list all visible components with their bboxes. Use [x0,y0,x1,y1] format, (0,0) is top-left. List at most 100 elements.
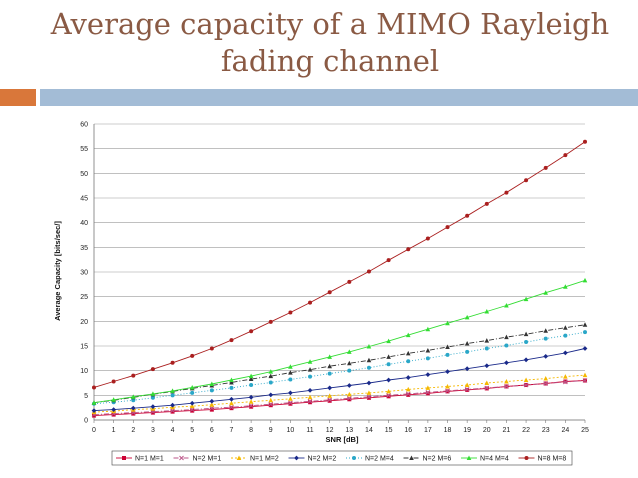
data-point [543,381,549,386]
y-tick-label: 55 [80,146,88,153]
data-point [543,328,549,333]
x-tick-label: 19 [463,427,471,434]
data-point [386,362,391,367]
data-point [582,378,588,383]
data-point [484,201,489,206]
data-point [464,366,470,372]
series-line [93,324,586,404]
data-point [288,400,293,406]
data-point [484,385,490,391]
data-point [229,396,234,402]
data-point [366,394,372,400]
data-point [268,403,273,408]
data-point [523,357,529,363]
y-axis-label: Average Capacity [bits/sec/] [53,221,62,321]
legend-marker [352,456,356,460]
slide-title-line-1: Average capacity of a MIMO Rayleigh [50,7,610,41]
data-point [386,338,391,344]
data-point [562,350,568,356]
data-point [248,403,254,409]
data-point [131,373,136,378]
grid-lines [94,123,585,421]
data-point [465,349,470,354]
data-point [130,405,136,411]
data-point [190,408,195,413]
x-tick-label: 25 [581,427,589,434]
x-tick-label: 11 [306,427,313,434]
legend-label: N=4 M=4 [480,456,509,463]
data-point [111,397,116,402]
data-point [288,370,293,375]
data-point [583,139,587,144]
y-tick-label: 25 [80,294,88,301]
data-point [366,395,371,400]
data-point [386,377,391,383]
x-tick-label: 17 [424,427,432,434]
data-point [190,390,195,395]
data-point [268,397,274,403]
data-point [366,380,372,386]
data-point [484,346,489,351]
x-tick-label: 22 [522,427,530,434]
data-point [209,402,215,407]
data-point [346,383,352,388]
data-point [425,391,430,396]
data-point [189,407,195,412]
data-point [288,364,293,369]
data-point [92,413,96,418]
data-point [405,391,411,397]
legend-label: N=1 M=1 [135,456,164,463]
data-point [189,403,195,409]
y-tick-label: 50 [80,171,88,178]
series-8 [92,139,587,390]
data-point [425,326,431,332]
legend-marker [236,455,242,460]
x-axis-label: SNR [dB] [326,435,359,444]
data-point [190,353,195,358]
data-point [386,354,391,359]
series-line [93,380,586,416]
x-tick-label: 6 [210,427,214,434]
data-point [386,388,391,394]
data-point [563,284,568,289]
data-point [229,338,234,343]
data-point [504,303,509,308]
data-point [523,331,529,337]
x-tick-label: 4 [171,427,175,434]
data-point [366,343,372,349]
data-point [406,247,411,252]
data-point [150,410,155,415]
data-point [150,391,156,396]
data-point [308,400,313,405]
x-tick-label: 10 [287,427,295,434]
data-point [209,346,214,351]
x-tick-label: 5 [190,427,194,434]
data-point [111,407,117,413]
data-point [523,296,529,302]
data-point [445,388,450,394]
data-point [327,393,332,398]
data-point [405,350,411,356]
y-tick-label: 35 [80,245,88,252]
x-tick-label: 1 [112,427,116,434]
data-point [484,338,490,343]
accent-bar-blue [40,89,638,106]
data-point [543,376,549,381]
data-point [209,405,215,411]
data-point [504,190,509,195]
data-point [150,395,155,400]
data-point [582,322,588,327]
slide-title: Average capacity of a MIMO Rayleigh fadi… [40,6,620,80]
legend-marker [409,455,414,460]
data-point [327,363,332,369]
data-point [288,377,293,382]
y-tick-label: 60 [80,122,88,129]
data-point [170,408,175,413]
data-point [92,385,96,390]
legend-item: N=8 M=8 [518,456,566,463]
y-tick-label: 45 [80,196,88,203]
data-point [150,404,156,410]
data-point [327,398,332,403]
